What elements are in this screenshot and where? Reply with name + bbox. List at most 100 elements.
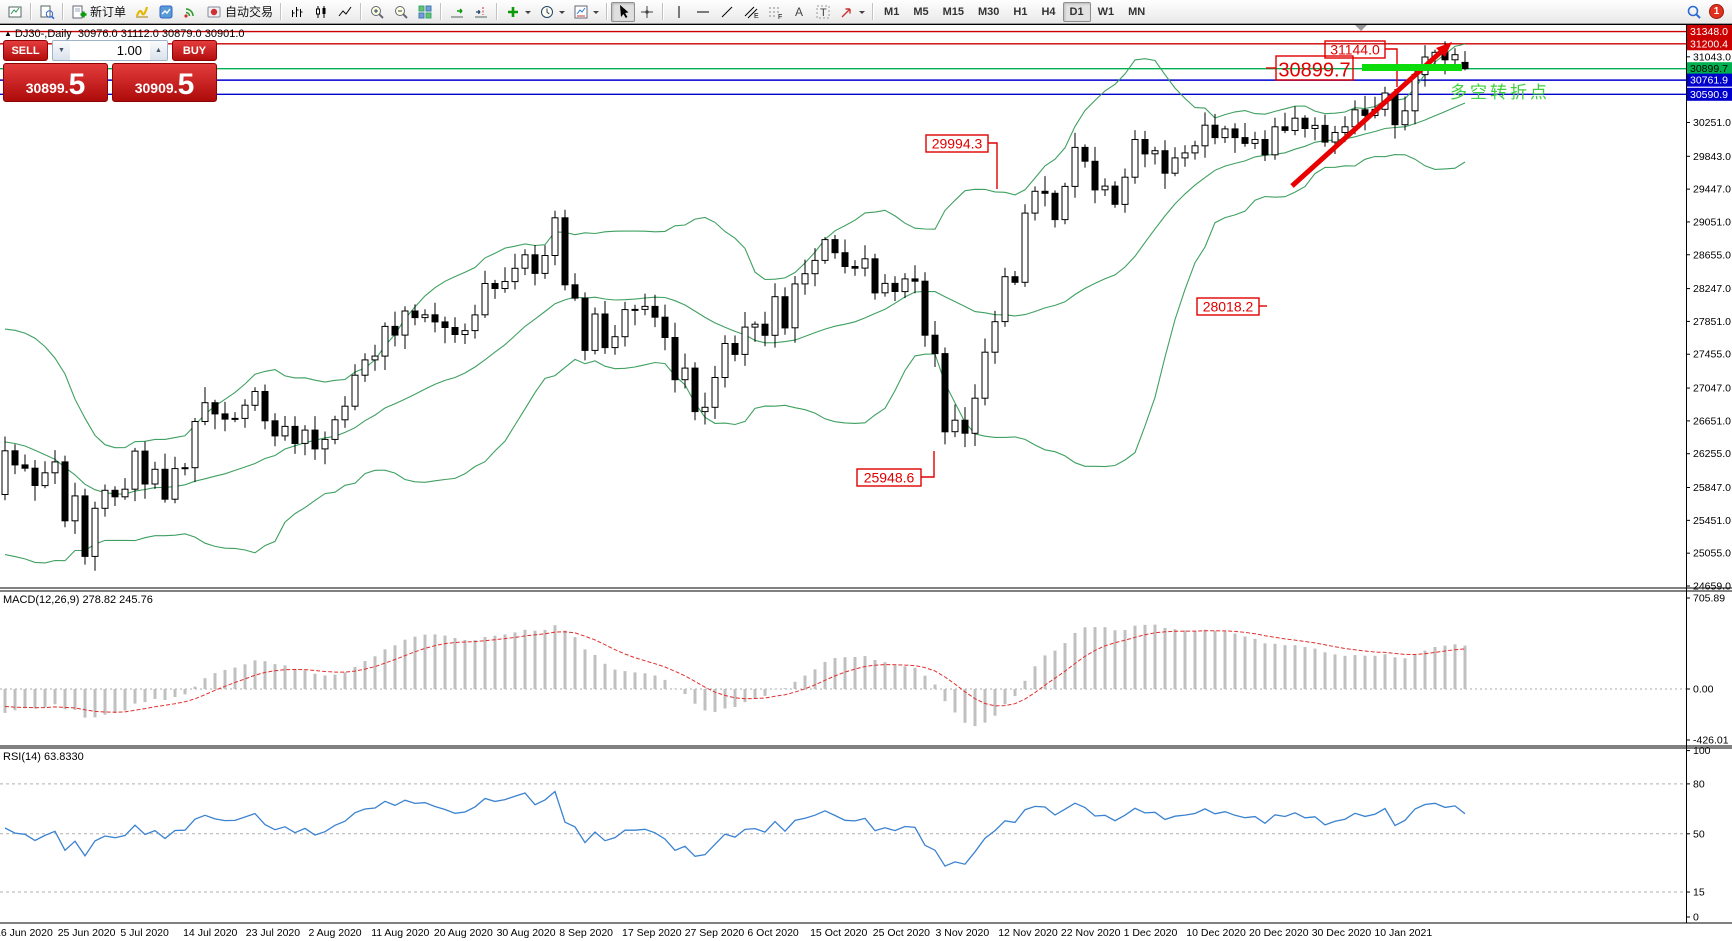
candle-body bbox=[1081, 146, 1089, 162]
timeframe-mn[interactable]: MN bbox=[1128, 5, 1146, 18]
arrows-tool-button[interactable] bbox=[835, 2, 869, 22]
candle-body bbox=[401, 310, 409, 336]
candle-body bbox=[1451, 54, 1459, 61]
candle-body bbox=[601, 313, 609, 349]
y-axis-tick: 26651.0 bbox=[1693, 415, 1731, 427]
macd-axis-tick: 0.00 bbox=[1693, 684, 1714, 696]
y-axis-tick: 27455.0 bbox=[1693, 349, 1731, 361]
candle-body bbox=[631, 308, 639, 311]
candle-body bbox=[1031, 190, 1039, 214]
data-window-button[interactable] bbox=[35, 2, 59, 22]
candlestick-button[interactable] bbox=[309, 2, 333, 22]
bar-chart-button[interactable] bbox=[285, 2, 309, 22]
candle-body bbox=[91, 507, 99, 557]
channel-tool-button[interactable]: E bbox=[739, 2, 763, 22]
tile-windows-icon bbox=[418, 5, 432, 18]
timeframe-h4[interactable]: H4 bbox=[1041, 5, 1056, 18]
crosshair-icon bbox=[641, 5, 654, 18]
vertical-line-icon bbox=[678, 5, 680, 18]
candle-body bbox=[1461, 61, 1469, 70]
auto-scroll-button[interactable] bbox=[445, 2, 469, 22]
timeframe-w1[interactable]: W1 bbox=[1097, 5, 1115, 18]
annotation-leader-line bbox=[1385, 48, 1398, 87]
x-axis-label: 10 Dec 2020 bbox=[1186, 927, 1246, 939]
timeframe-m30[interactable]: M30 bbox=[978, 5, 1000, 18]
line-chart-button[interactable] bbox=[333, 2, 357, 22]
volume-decrease-button[interactable]: ▼ bbox=[53, 41, 70, 60]
x-axis-label: 30 Aug 2020 bbox=[497, 927, 556, 939]
price-axis: 31451.031043.030251.029843.029447.029051… bbox=[1686, 18, 1732, 924]
y-axis-tick: 29843.0 bbox=[1693, 151, 1731, 163]
candle-body bbox=[801, 273, 809, 285]
candle-body bbox=[101, 489, 109, 509]
macd-axis-tick: 705.89 bbox=[1693, 593, 1725, 605]
x-axis-label: 25 Jun 2020 bbox=[58, 927, 116, 939]
text-tool-button[interactable]: A bbox=[787, 2, 811, 22]
sell-price-tile[interactable]: 30899. 5 bbox=[3, 63, 108, 102]
timeframe-h1[interactable]: H1 bbox=[1013, 5, 1028, 18]
text-label-tool-button[interactable]: T bbox=[811, 2, 835, 22]
candle-body bbox=[691, 367, 699, 413]
cursor-tool-button[interactable] bbox=[611, 1, 636, 22]
candle-body bbox=[451, 327, 459, 335]
candle-body bbox=[911, 278, 919, 282]
buy-price-tile[interactable]: 30909. 5 bbox=[112, 63, 217, 102]
timeframe-m5[interactable]: M5 bbox=[913, 5, 929, 18]
candle-body bbox=[321, 438, 329, 450]
periods-button[interactable] bbox=[535, 2, 569, 22]
templates-button[interactable] bbox=[569, 2, 603, 22]
volume-input[interactable]: 1.00 bbox=[70, 41, 150, 60]
price-tag-label: 31200.4 bbox=[1690, 38, 1728, 50]
candle-body bbox=[661, 316, 669, 339]
timeframe-m15[interactable]: M15 bbox=[942, 5, 964, 18]
svg-text:T: T bbox=[820, 7, 827, 19]
candle-body bbox=[741, 326, 749, 355]
candle-body bbox=[1361, 109, 1369, 116]
market-watch-button[interactable] bbox=[154, 2, 178, 22]
candle-body bbox=[1041, 190, 1049, 194]
zoom-out-button[interactable] bbox=[389, 2, 413, 22]
candle-body bbox=[431, 314, 439, 323]
candle-body bbox=[1251, 139, 1259, 144]
timeframe-m1[interactable]: M1 bbox=[884, 5, 900, 18]
trendline-tool-button[interactable] bbox=[715, 2, 739, 22]
profiles-button[interactable] bbox=[130, 2, 154, 22]
bb-upper bbox=[4, 43, 1466, 449]
volume-increase-button[interactable]: ▲ bbox=[150, 41, 167, 60]
candle-body bbox=[1071, 146, 1079, 187]
timeframe-d1[interactable]: D1 bbox=[1062, 1, 1091, 22]
tile-windows-button[interactable] bbox=[413, 2, 437, 22]
green-resistance-bar bbox=[1362, 64, 1462, 71]
candle-body bbox=[1051, 192, 1059, 221]
new-order-button[interactable]: 新订单 bbox=[67, 2, 130, 22]
candle-body bbox=[281, 425, 289, 437]
candle-body bbox=[651, 305, 659, 318]
rsi-pane bbox=[0, 783, 1686, 893]
chart-window-button[interactable] bbox=[3, 2, 27, 22]
notification-badge[interactable]: 1 bbox=[1709, 4, 1724, 19]
autotrading-button[interactable]: 自动交易 bbox=[202, 2, 277, 22]
volume-control: ▼ 1.00 ▲ bbox=[52, 40, 168, 61]
candle-body bbox=[921, 280, 929, 336]
candle-body bbox=[1161, 150, 1169, 174]
sell-button[interactable]: SELL bbox=[3, 40, 48, 61]
candle-body bbox=[231, 417, 239, 420]
zoom-in-button[interactable] bbox=[365, 2, 389, 22]
pane-frames bbox=[0, 25, 1732, 924]
buy-button[interactable]: BUY bbox=[172, 40, 217, 61]
y-axis-tick: 30251.0 bbox=[1693, 117, 1731, 129]
chart-shift-button[interactable] bbox=[469, 2, 493, 22]
candle-body bbox=[931, 334, 939, 355]
crosshair-tool-button[interactable] bbox=[635, 2, 659, 22]
fibonacci-tool-button[interactable]: F bbox=[763, 2, 787, 22]
y-axis-tick: 31043.0 bbox=[1693, 51, 1731, 63]
signals-button[interactable] bbox=[178, 2, 202, 22]
x-axis-label: 20 Dec 2020 bbox=[1249, 927, 1309, 939]
indicators-button[interactable] bbox=[501, 2, 535, 22]
chart-canvas[interactable]: 31451.031043.030251.029843.029447.029051… bbox=[0, 18, 1732, 941]
horizontal-line-tool-button[interactable] bbox=[691, 2, 715, 22]
new-order-label: 新订单 bbox=[90, 5, 127, 19]
vertical-line-tool-button[interactable] bbox=[667, 2, 691, 22]
candle-body bbox=[161, 468, 169, 500]
search-icon[interactable] bbox=[1686, 4, 1702, 20]
